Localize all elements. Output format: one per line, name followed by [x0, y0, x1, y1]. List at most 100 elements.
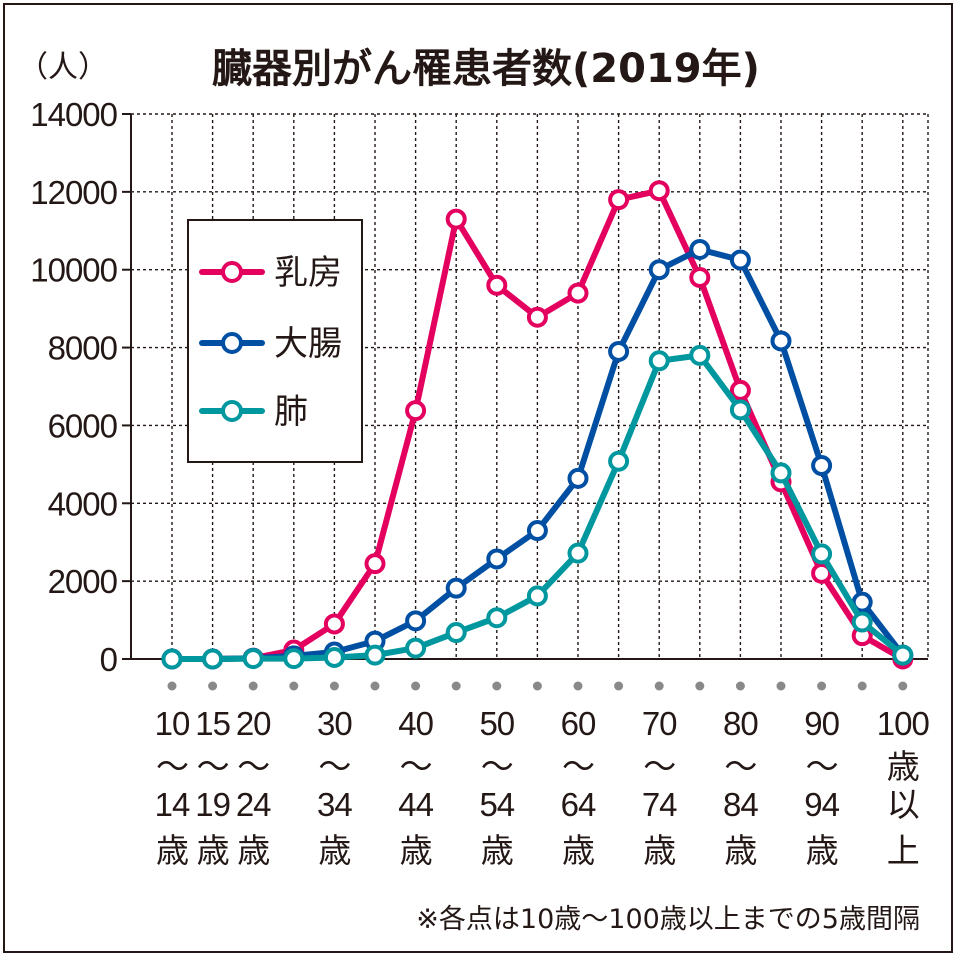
legend-label: 大腸 — [274, 324, 342, 364]
data-point — [729, 249, 751, 271]
x-tick-label-line: 〜 — [156, 748, 188, 785]
data-point — [567, 542, 589, 564]
x-tick-label-line: 歳 — [806, 832, 838, 869]
x-tick-label-line: 歳 — [724, 832, 756, 869]
y-tick-label: 6000 — [48, 407, 118, 444]
x-tick-label-line: 64 — [561, 786, 596, 823]
x-tick-label-line: 〜 — [400, 748, 432, 785]
x-position-dot — [370, 681, 380, 691]
x-tick-label-line: 40 — [398, 705, 433, 742]
data-point — [526, 306, 548, 328]
chart-frame — [3, 3, 953, 953]
data-point — [648, 259, 670, 281]
data-point — [811, 543, 833, 565]
x-tick-label-line: 54 — [479, 786, 514, 823]
y-axis-ticks: 0 2000 4000 6000 8000 10000 12000 14000 — [30, 96, 118, 678]
data-point — [445, 577, 467, 599]
x-tick-label-line: 19 — [195, 786, 230, 823]
x-position-dot — [289, 681, 299, 691]
data-point — [323, 613, 345, 635]
x-tick-label-line: 〜 — [197, 748, 229, 785]
x-tick-label-line: 70 — [642, 705, 677, 742]
x-position-dot — [573, 681, 583, 691]
data-point — [770, 330, 792, 352]
legend-label: 乳房 — [274, 253, 342, 293]
data-point — [202, 648, 224, 670]
x-position-dot — [857, 681, 867, 691]
data-point — [729, 379, 751, 401]
y-tick-label: 12000 — [30, 174, 117, 211]
x-tick-label: 10 〜14 歳 — [155, 705, 191, 869]
x-position-dot — [329, 681, 339, 691]
data-point — [689, 344, 711, 366]
data-point — [729, 399, 751, 421]
y-tick-label: 14000 — [30, 96, 117, 133]
legend-marker — [221, 400, 243, 422]
x-tick-label-line: 80 — [723, 705, 758, 742]
legend-marker — [221, 261, 243, 283]
data-point — [892, 644, 914, 666]
x-position-dot — [735, 681, 745, 691]
data-point — [242, 648, 264, 670]
legend-item: 乳房 — [199, 253, 342, 293]
x-tick-label-line: 24 — [236, 786, 271, 823]
x-tick-label-line: 歳 — [318, 832, 350, 869]
x-tick-label: 40 〜44 歳 — [398, 705, 434, 869]
x-tick-label-line: 10 — [155, 705, 190, 742]
x-tick-label-line: 〜 — [481, 748, 513, 785]
x-tick-label-line: 〜 — [318, 748, 350, 785]
x-tick-label-line: 44 — [398, 786, 433, 823]
x-tick-label-line: 歳 — [887, 748, 919, 785]
x-position-dot — [411, 681, 421, 691]
x-position-dot — [492, 681, 502, 691]
x-position-dot — [654, 681, 664, 691]
x-position-dot — [695, 681, 705, 691]
x-tick-label: 60 〜64 歳 — [561, 705, 597, 869]
y-tick-label: 4000 — [48, 485, 118, 522]
data-point — [486, 607, 508, 629]
legend-label: 肺 — [274, 392, 308, 432]
x-position-dot — [776, 681, 786, 691]
x-position-dot — [167, 681, 177, 691]
legend-item: 肺 — [199, 392, 308, 432]
data-point — [445, 622, 467, 644]
data-point — [486, 274, 508, 296]
legend-item: 大腸 — [199, 324, 342, 364]
x-tick-label-line: 歳 — [643, 832, 675, 869]
x-tick-label-line: 〜 — [237, 748, 269, 785]
x-tick-label: 20 〜24 歳 — [236, 705, 272, 869]
y-tick-label: 10000 — [30, 252, 117, 289]
chart-title: 臓器別がん罹患者数(2019年) — [212, 46, 760, 92]
x-position-dot — [248, 681, 258, 691]
data-point — [770, 462, 792, 484]
data-point — [648, 350, 670, 372]
y-tick-label: 0 — [100, 641, 118, 678]
y-tick-label: 8000 — [48, 330, 118, 367]
data-point — [323, 646, 345, 668]
x-tick-label-line: 100 — [877, 705, 930, 742]
footnote: ※各点は10歳〜100歳以上までの5歳間隔 — [416, 904, 920, 935]
x-tick-label: 30 〜34 歳 — [317, 705, 353, 869]
x-tick-label-line: 〜 — [806, 748, 838, 785]
x-tick-label: 70 〜74 歳 — [642, 705, 678, 869]
data-point — [405, 610, 427, 632]
x-tick-label-line: 歳 — [562, 832, 594, 869]
y-unit-label: （人） — [18, 50, 108, 85]
x-tick-label-line: 以 — [887, 786, 919, 823]
x-tick-label: 80 〜84 歳 — [723, 705, 759, 869]
x-tick-label-line: 〜 — [643, 748, 675, 785]
x-tick-label-line: 歳 — [237, 832, 269, 869]
y-tick-label: 2000 — [48, 563, 118, 600]
data-point — [689, 267, 711, 288]
x-tick-label-line: 〜 — [562, 748, 594, 785]
data-point — [648, 180, 670, 202]
data-point — [161, 648, 183, 670]
x-tick-label: 15 〜19 歳 — [195, 705, 231, 869]
x-position-dot — [532, 681, 542, 691]
x-tick-label-line: 94 — [804, 786, 839, 823]
data-point — [851, 611, 873, 633]
x-tick-label-line: 歳 — [481, 832, 513, 869]
data-point — [811, 455, 833, 477]
